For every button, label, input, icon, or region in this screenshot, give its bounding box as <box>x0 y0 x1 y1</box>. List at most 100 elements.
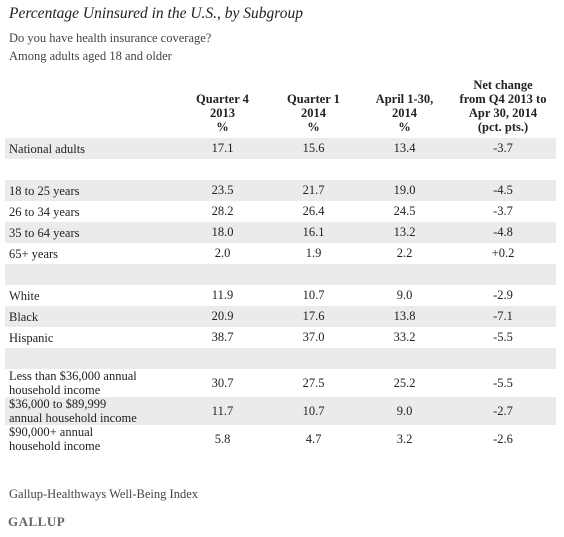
percent-cell: 37.0 <box>302 330 325 344</box>
column-header-line: (pct. pts.) <box>477 120 529 134</box>
percent-cell: 2.0 <box>214 246 231 260</box>
table-row: $90,000+ annual household income 5.8 4.7 3.2… <box>5 425 556 453</box>
row-label: 18 to 25 years <box>5 180 177 201</box>
uninsured-table: Quarter 4 2013% Quarter 1 2014% April 1-30… <box>5 78 556 453</box>
column-header-line: April 1-30, <box>375 92 434 106</box>
header-corner <box>5 78 177 138</box>
table-row: Less than $36,000 annual household income… <box>5 369 556 397</box>
net-change-cell: -7.1 <box>450 306 556 327</box>
net-change-cell: -4.8 <box>450 222 556 243</box>
percent-cell: 9.0 <box>396 288 413 302</box>
table-row: Hispanic 38.7 37.0 33.2 -5.5 <box>5 327 556 348</box>
table-row: White 11.9 10.7 9.0 -2.9 <box>5 285 556 306</box>
percent-cell: 17.1 <box>177 138 268 159</box>
spacer-cell <box>5 264 556 285</box>
percent-cell: 19.0 <box>359 180 450 201</box>
spacer-row <box>5 264 556 285</box>
percent-cell: 13.2 <box>359 222 450 243</box>
spacer-cell <box>5 159 556 180</box>
net-change-cell: -5.5 <box>493 375 513 390</box>
percent-cell: 27.5 <box>302 375 325 390</box>
column-header-line: 2013 <box>210 106 235 120</box>
net-change-cell: -3.7 <box>450 138 556 159</box>
header-row: Quarter 4 2013% Quarter 1 2014% April 1-30… <box>5 78 556 138</box>
table-row: Black 20.9 17.6 13.8 -7.1 <box>5 306 556 327</box>
table-row: 26 to 34 years 28.2 26.4 24.5 -3.7 <box>5 201 556 222</box>
column-header-line: % <box>216 120 229 134</box>
column-header: Net change from Q4 2013 to Apr 30, 2014 (pc… <box>450 78 556 138</box>
row-label-line: 65+ years <box>9 246 59 261</box>
row-label-line: White <box>9 288 40 303</box>
percent-cell: 25.2 <box>393 375 416 390</box>
table-row: 35 to 64 years 18.0 16.1 13.2 -4.8 <box>5 222 556 243</box>
percent-cell: 4.7 <box>305 431 322 446</box>
row-label-line: household income <box>9 383 101 397</box>
population-subtitle: Among adults aged 18 and older <box>9 49 172 63</box>
net-change-cell: +0.2 <box>491 246 515 260</box>
percent-cell: 11.7 <box>177 397 268 425</box>
row-label: White <box>5 285 177 306</box>
column-header-line: Net change <box>473 78 533 92</box>
percent-cell: 1.9 <box>305 246 322 260</box>
column-header-line: from Q4 2013 to <box>459 92 547 106</box>
net-change-cell: -2.6 <box>493 431 513 446</box>
percent-cell: 16.1 <box>268 222 359 243</box>
gallup-logo: GALLUP <box>8 514 66 529</box>
table-row: National adults 17.1 15.6 13.4 -3.7 <box>5 138 556 159</box>
percent-cell: 9.0 <box>359 397 450 425</box>
net-change-cell: -2.9 <box>493 288 513 302</box>
net-change-cell: -2.7 <box>450 397 556 425</box>
percent-cell: 13.8 <box>359 306 450 327</box>
spacer-cell <box>5 348 556 369</box>
row-label: Hispanic <box>5 327 177 348</box>
row-label: Less than $36,000 annual household income <box>5 369 177 397</box>
table-row: 18 to 25 years 23.5 21.7 19.0 -4.5 <box>5 180 556 201</box>
row-label: 35 to 64 years <box>5 222 177 243</box>
row-label-line: $36,000 to $89,999 <box>9 397 107 411</box>
row-label-line: National adults <box>9 141 86 156</box>
column-header-line: % <box>307 120 320 134</box>
row-label: $36,000 to $89,999 annual household incom… <box>5 397 177 425</box>
percent-cell: 5.8 <box>214 431 231 446</box>
row-label-line: household income <box>9 439 101 453</box>
percent-cell: 23.5 <box>177 180 268 201</box>
row-label-line: annual household income <box>9 411 137 425</box>
column-header-line: Quarter 1 <box>287 92 340 106</box>
row-label-line: 35 to 64 years <box>9 225 80 240</box>
row-label: 26 to 34 years <box>5 201 177 222</box>
row-label: 65+ years <box>5 243 177 264</box>
chart-title: Percentage Uninsured in the U.S., by Sub… <box>9 5 304 22</box>
percent-cell: 2.2 <box>396 246 413 260</box>
net-change-cell: -3.7 <box>493 204 513 218</box>
percent-cell: 26.4 <box>302 204 325 218</box>
column-header: Quarter 4 2013% <box>177 78 268 138</box>
column-header-line: 2014 <box>392 106 417 120</box>
column-header-line: Apr 30, 2014 <box>468 106 538 120</box>
table-body: National adults 17.1 15.6 13.4 -3.7 18 to 25 … <box>5 138 556 453</box>
row-label-line: Hispanic <box>9 330 54 345</box>
row-label-line: Less than $36,000 annual <box>9 369 137 383</box>
column-header-line: % <box>398 120 411 134</box>
question-subtitle: Do you have health insurance coverage? <box>9 31 212 45</box>
percent-cell: 3.2 <box>396 431 413 446</box>
column-header: April 1-30, 2014% <box>359 78 450 138</box>
net-change-cell: -5.5 <box>493 330 513 344</box>
percent-cell: 21.7 <box>268 180 359 201</box>
column-header-line: 2014 <box>301 106 326 120</box>
row-label-line: $90,000+ annual <box>9 425 94 439</box>
source-note: Gallup-Healthways Well-Being Index <box>9 487 198 501</box>
percent-cell: 38.7 <box>211 330 234 344</box>
percent-cell: 24.5 <box>393 204 416 218</box>
percent-cell: 30.7 <box>211 375 234 390</box>
spacer-row <box>5 348 556 369</box>
percent-cell: 13.4 <box>359 138 450 159</box>
row-label-line: Black <box>9 309 39 324</box>
percent-cell: 10.7 <box>302 288 325 302</box>
table-row: $36,000 to $89,999 annual household incom… <box>5 397 556 425</box>
table-row: 65+ years 2.0 1.9 2.2 +0.2 <box>5 243 556 264</box>
percent-cell: 17.6 <box>268 306 359 327</box>
net-change-cell: -4.5 <box>450 180 556 201</box>
percent-cell: 15.6 <box>268 138 359 159</box>
row-label: $90,000+ annual household income <box>5 425 177 453</box>
percent-cell: 11.9 <box>211 288 234 302</box>
